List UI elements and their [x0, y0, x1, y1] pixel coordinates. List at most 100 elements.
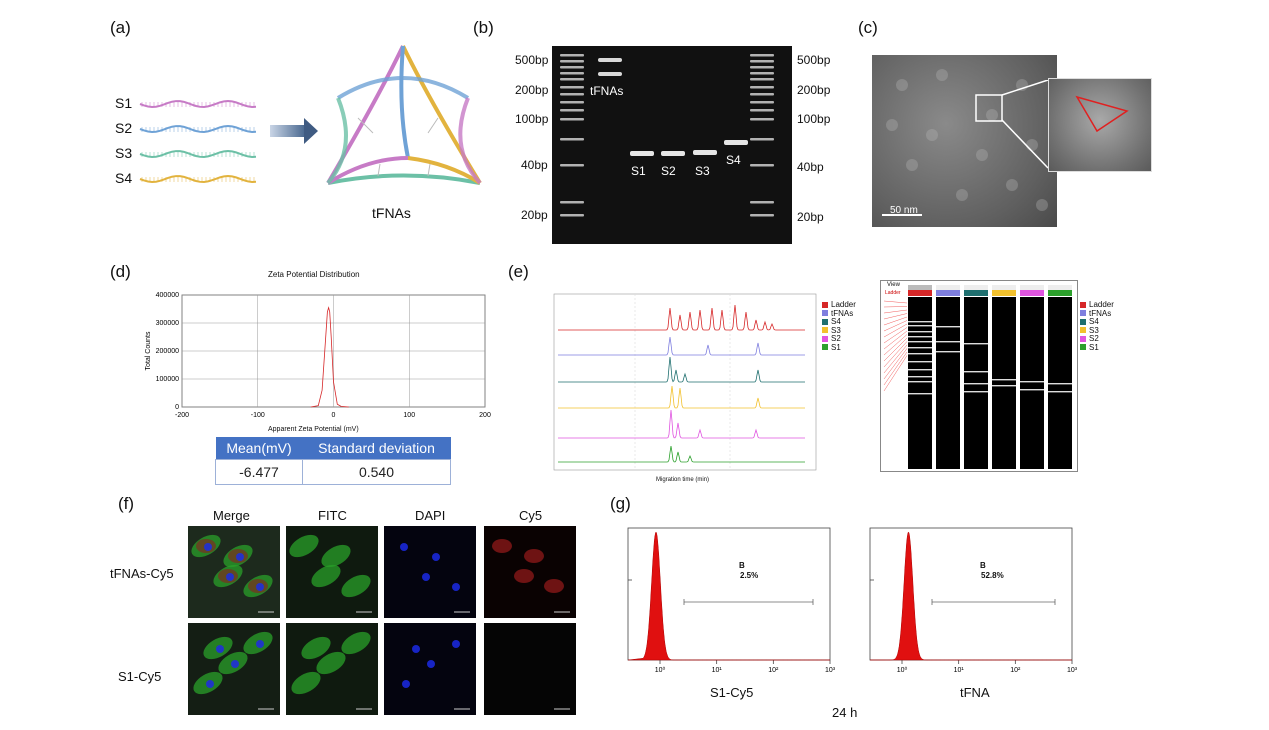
zeta-xtick: -200 — [175, 412, 189, 419]
lane-band — [936, 351, 960, 353]
particle — [896, 79, 908, 91]
epg-xlabel: Migration time (min) — [656, 477, 710, 483]
lane-band — [908, 331, 932, 333]
tem-scale-bar: 50 nm — [890, 205, 918, 216]
ladder-band — [750, 201, 774, 204]
lane-header — [908, 285, 932, 290]
ladder-band — [750, 54, 774, 57]
particle — [886, 119, 898, 131]
lane-band — [992, 379, 1016, 381]
lane-band — [908, 336, 932, 338]
legend-swatch — [1080, 327, 1086, 333]
flow-histogram — [627, 531, 830, 661]
ladder-band — [750, 118, 774, 121]
micro-image — [188, 526, 280, 618]
flow-xtick: 10⁰ — [655, 666, 666, 674]
lane-color-tab — [936, 290, 960, 296]
ladder-band — [560, 72, 584, 75]
panel-f-label: (f) — [118, 494, 135, 513]
zeta-xtick: -100 — [251, 412, 265, 419]
legend-swatch — [1080, 301, 1086, 308]
legend-swatch — [1080, 310, 1086, 316]
micro-col-fitc: FITC — [318, 508, 347, 523]
ladder-band — [560, 109, 584, 112]
flow-plot-tfna: 10⁰ 10¹ 10² 10³ — [869, 527, 1077, 674]
flow-histogram — [870, 531, 1072, 661]
micro-image — [484, 623, 576, 715]
ladder-band — [750, 72, 774, 75]
zeta-table-header-mean: Mean(mV) — [215, 437, 303, 460]
epg-trace-tfnas — [558, 336, 805, 356]
legend-swatch — [822, 318, 828, 325]
lane-header — [1048, 285, 1072, 290]
strand-band — [661, 151, 685, 156]
bp-left-200: 200bp — [515, 83, 549, 97]
legend-label: S1 — [831, 342, 841, 352]
lane-band — [964, 391, 988, 393]
epg-legend-item: tFNAs — [822, 309, 853, 318]
legend-label: Ladder — [1089, 300, 1114, 309]
lane-band — [964, 371, 988, 373]
legend-label: tFNAs — [1089, 308, 1112, 318]
panel-d-label: (d) — [110, 262, 131, 281]
lane-band — [964, 383, 988, 385]
strand-band — [724, 140, 748, 145]
zeta-table: Mean(mV) Standard deviation -6.477 0.540 — [215, 437, 451, 485]
lane-band — [908, 393, 932, 395]
micro-row-tfnas: tFNAs-Cy5 — [110, 566, 174, 581]
bp-left-20: 20bp — [521, 208, 548, 222]
micro-col-dapi: DAPI — [415, 508, 446, 523]
legend-label: tFNAs — [831, 308, 854, 318]
particle — [1006, 179, 1018, 191]
strand-band — [630, 151, 654, 156]
zeta-ytick: 100000 — [156, 376, 179, 383]
strand-diagram — [139, 99, 257, 183]
epg-trace-ladder — [558, 304, 805, 331]
particle — [986, 109, 998, 121]
micro-image — [384, 526, 476, 618]
ladder-band — [560, 101, 584, 104]
lane-band — [936, 341, 960, 343]
ladder-band — [750, 138, 774, 141]
flow-xtick: 10¹ — [954, 667, 965, 674]
bp-left-100: 100bp — [515, 112, 549, 126]
zeta-ylabel: Total Counts — [145, 331, 152, 370]
particle — [976, 149, 988, 161]
legend-label: S2 — [831, 334, 841, 343]
legend-swatch — [822, 310, 828, 316]
ladder-band — [560, 66, 584, 69]
legend-swatch — [822, 327, 828, 333]
legend-label: S1 — [1089, 342, 1099, 352]
zeta-chart: 0 100000 200000 300000 400000 -200 -100 0 100 200… — [145, 292, 491, 419]
lane-band — [908, 361, 932, 363]
lane-band — [1048, 383, 1072, 385]
bp-right-40: 40bp — [797, 160, 824, 174]
legend-swatch — [1080, 318, 1086, 325]
ladder-band — [750, 86, 774, 89]
ladder-band — [750, 164, 774, 167]
lane-color-tab — [908, 290, 932, 296]
panel-b-label: (b) — [473, 18, 494, 37]
particle — [956, 189, 968, 201]
tetrahedron-illustration — [326, 45, 482, 185]
legend-swatch — [1080, 335, 1086, 342]
zeta-ytick: 300000 — [156, 320, 179, 327]
epg-legend-item: S1 — [822, 343, 841, 352]
zeta-xlabel: Apparent Zeta Potential (mV) — [268, 426, 359, 433]
zeta-table-header-sd: Standard deviation — [302, 437, 451, 460]
bp-left-40: 40bp — [521, 158, 548, 172]
lane-header — [964, 285, 988, 290]
strand-label-s1: S1 — [115, 95, 133, 111]
panel-e-label: (e) — [508, 262, 529, 281]
flow-xtick: 10² — [768, 667, 779, 674]
lane-band — [908, 381, 932, 383]
panel-c-label: (c) — [858, 18, 878, 37]
strand-label-s4: S4 — [115, 170, 133, 186]
flow-plot-s1: 10⁰ 10¹ 10² 10³ — [627, 527, 835, 674]
lane-band — [908, 353, 932, 355]
lane-color-tab — [964, 290, 988, 296]
ladder-band — [750, 109, 774, 112]
tfnas-band — [598, 58, 622, 62]
epg-trace-s3 — [558, 385, 805, 409]
flow-sample-2: tFNA — [960, 685, 990, 700]
